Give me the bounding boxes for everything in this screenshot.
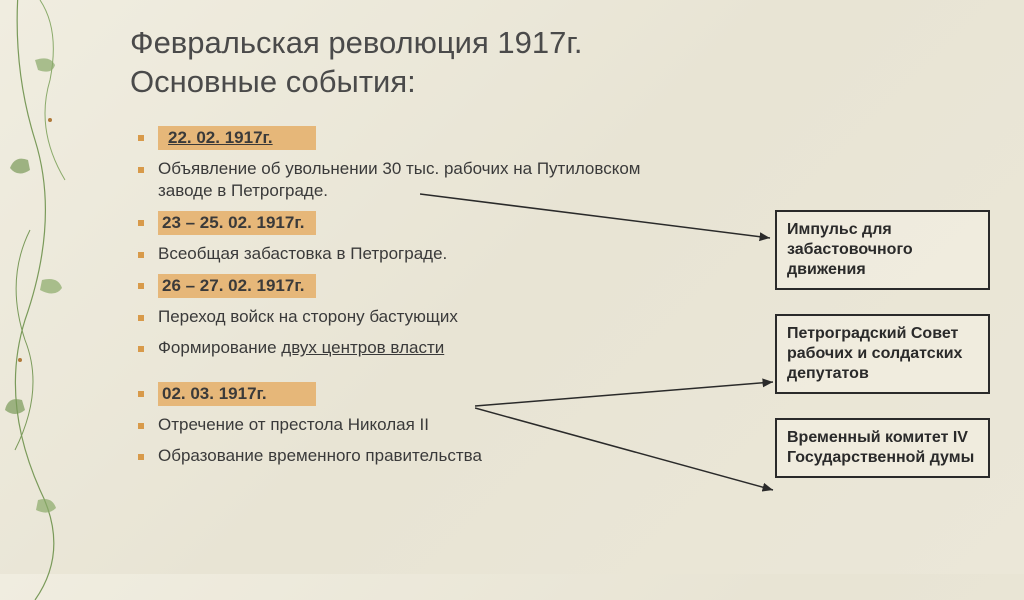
event-description: Формирование двух центров власти [158, 337, 444, 360]
bullet-icon [138, 252, 144, 258]
side-box: Временный комитет IV Государственной дум… [775, 418, 990, 478]
bullet-icon [138, 391, 144, 397]
side-box: Импульс для забастовочного движения [775, 210, 990, 290]
event-description: Всеобщая забастовка в Петрограде. [158, 243, 447, 266]
event-desc-row: Объявление об увольнении 30 тыс. рабочих… [138, 158, 994, 204]
bullet-icon [138, 454, 144, 460]
title-line-2: Основные события: [130, 64, 416, 99]
bullet-icon [138, 135, 144, 141]
event-description: Отречение от престола Николая II [158, 414, 429, 437]
event-date: 26 – 27. 02. 1917г. [158, 274, 316, 298]
side-boxes: Импульс для забастовочного движения Петр… [775, 210, 990, 502]
slide-title: Февральская революция 1917г. Основные со… [130, 24, 994, 102]
bullet-icon [138, 423, 144, 429]
side-box: Петроградский Совет рабочих и солдатских… [775, 314, 990, 394]
bullet-icon [138, 346, 144, 352]
event-date-row: 22. 02. 1917г. [138, 126, 994, 150]
bullet-icon [138, 315, 144, 321]
bullet-icon [138, 167, 144, 173]
event-date: 23 – 25. 02. 1917г. [158, 211, 316, 235]
event-date: 22. 02. 1917г. [158, 126, 316, 150]
title-line-1: Февральская революция 1917г. [130, 25, 582, 60]
event-description: Объявление об увольнении 30 тыс. рабочих… [158, 158, 688, 204]
event-date: 02. 03. 1917г. [158, 382, 316, 406]
bullet-icon [138, 220, 144, 226]
event-description: Переход войск на сторону бастующих [158, 306, 458, 329]
bullet-icon [138, 283, 144, 289]
event-description: Образование временного правительства [158, 445, 482, 468]
